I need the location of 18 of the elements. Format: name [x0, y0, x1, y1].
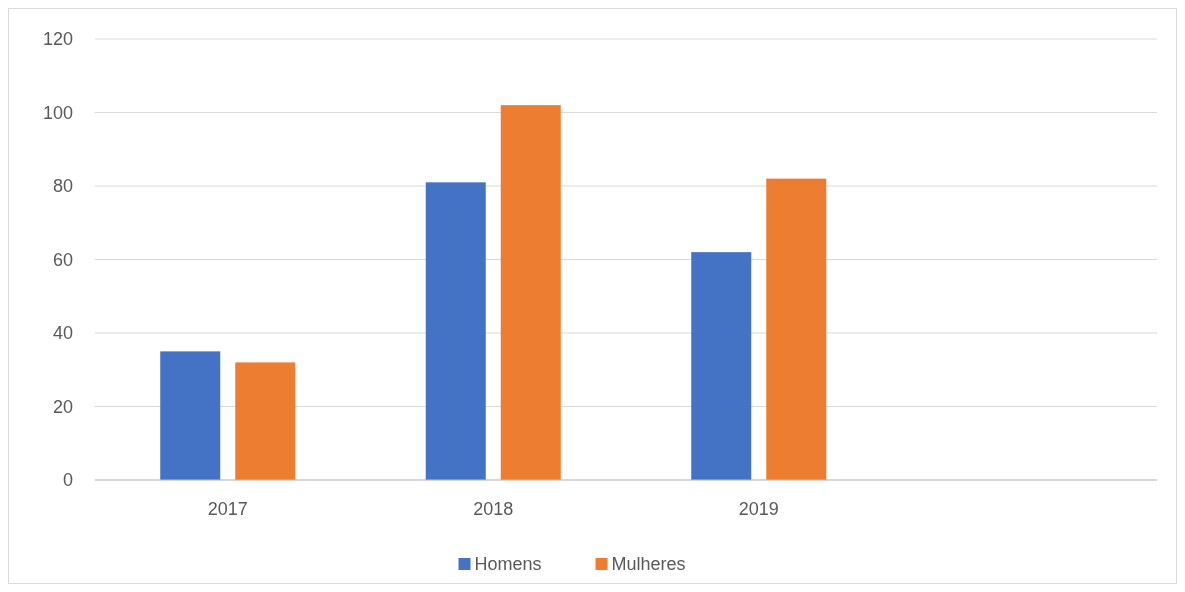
bar — [235, 362, 296, 480]
bar — [160, 351, 221, 480]
x-tick-label: 2017 — [207, 499, 248, 519]
legend-label: Homens — [474, 554, 542, 575]
x-tick-label: 2019 — [738, 499, 779, 519]
y-tick-label: 20 — [52, 396, 73, 417]
y-tick-label: 120 — [42, 29, 73, 50]
x-tick-label: 2018 — [473, 499, 514, 519]
y-tick-label: 80 — [52, 176, 73, 197]
bar — [500, 105, 561, 480]
y-tick-label: 100 — [42, 102, 73, 123]
y-tick-label: 0 — [62, 470, 73, 491]
bar — [425, 182, 486, 480]
bar — [691, 252, 752, 480]
y-tick-label: 60 — [52, 249, 73, 270]
legend-label: Mulheres — [611, 554, 686, 575]
y-tick-label: 40 — [52, 323, 73, 344]
bar — [766, 178, 827, 480]
